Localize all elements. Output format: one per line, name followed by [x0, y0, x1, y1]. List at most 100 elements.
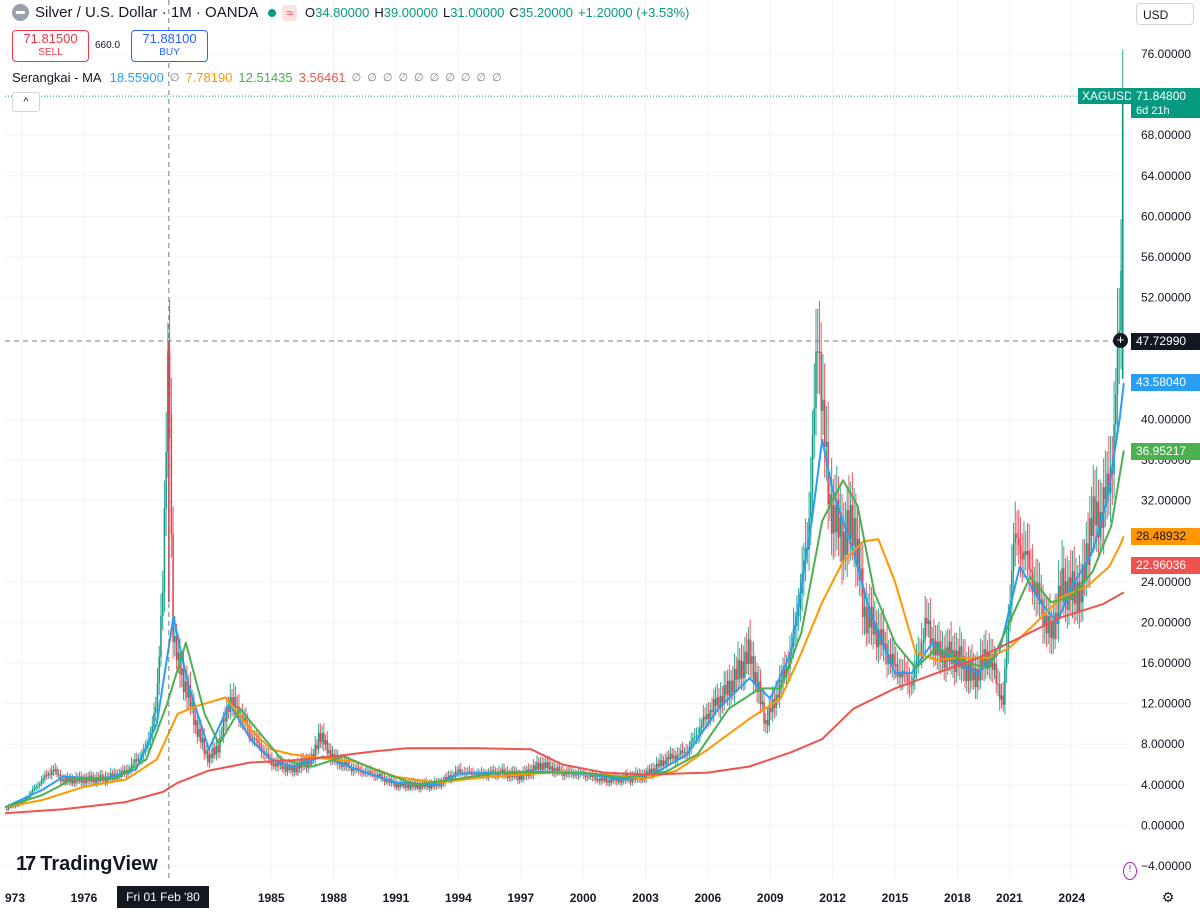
candle-body	[998, 683, 1001, 700]
candle-body	[667, 756, 670, 760]
sell-button[interactable]: 71.81500 SELL	[12, 30, 89, 62]
candle-body	[352, 769, 355, 772]
candle-body	[37, 785, 39, 787]
candle-body	[683, 752, 686, 754]
candle-body	[250, 734, 252, 738]
candle-body	[420, 783, 422, 790]
alert-icon[interactable]: !	[1123, 862, 1137, 880]
ma-value-1: 18.55900	[109, 70, 164, 85]
candle-body	[605, 778, 608, 783]
time-axis[interactable]: 973 1976 1985 1988 1991 1994 1997 2000 2003 2006 2…	[5, 891, 1085, 905]
candle-body	[54, 769, 57, 772]
wave-badge-icon[interactable]: ≈	[282, 4, 297, 21]
buy-button[interactable]: 71.88100 BUY	[131, 30, 208, 62]
candle-body	[290, 764, 292, 771]
candle-body	[718, 697, 720, 709]
candle-body	[754, 672, 757, 685]
candle-body	[498, 771, 500, 777]
chevron-up-icon[interactable]: ^	[12, 92, 40, 112]
candle-body	[1114, 394, 1117, 425]
candle-body	[551, 766, 554, 774]
candle-body	[407, 784, 410, 789]
ohlc-value: 31.00000	[450, 5, 505, 20]
candle-body	[799, 592, 802, 609]
candle-body	[532, 765, 535, 775]
candle-body	[231, 697, 233, 706]
candle-body	[676, 754, 679, 760]
candle-body	[737, 659, 739, 680]
candle-body	[546, 762, 549, 768]
candle-body	[654, 768, 656, 773]
price-axis-label: 60.00000	[1141, 209, 1191, 223]
time-axis-label: 973	[5, 891, 25, 905]
spread-value: 660.0	[95, 40, 121, 51]
candle-body	[1009, 605, 1011, 621]
candle-body	[189, 685, 192, 707]
candle-body	[939, 641, 942, 663]
add-alert-plus-icon[interactable]: +	[1113, 333, 1128, 348]
candle-body	[44, 775, 46, 779]
candle-body	[186, 681, 188, 698]
candle-body	[898, 673, 900, 677]
null-value: ∅	[351, 72, 362, 84]
price-axis-label: 4.00000	[1141, 778, 1185, 792]
time-axis-label: 2003	[632, 891, 659, 905]
candle-body	[63, 779, 65, 783]
candle-body	[875, 622, 878, 648]
bar-countdown: 6d 21h	[1136, 105, 1170, 117]
candle-body	[868, 607, 871, 628]
candle-body	[1005, 649, 1008, 669]
candle-body	[853, 518, 855, 546]
candle-body	[248, 726, 251, 735]
market-open-icon	[268, 8, 277, 17]
candle-body	[612, 777, 615, 781]
candle-body	[458, 769, 460, 773]
candle-body	[1116, 340, 1119, 395]
candle-body	[286, 765, 289, 772]
candle-body	[1031, 572, 1034, 593]
candle-body	[212, 747, 214, 758]
currency-selector[interactable]: USD	[1136, 3, 1194, 25]
price-axis-label: 76.00000	[1141, 47, 1191, 61]
candle-body	[1021, 553, 1024, 560]
candle-body	[83, 778, 86, 784]
candle-body	[511, 771, 514, 778]
candle-body	[1076, 582, 1079, 613]
candle-body	[877, 629, 880, 648]
candle-body	[544, 762, 547, 768]
candle-body	[220, 736, 223, 738]
price-axis[interactable]: 76.00000 68.00000 64.00000 60.00000 56.00000…	[1141, 47, 1192, 873]
time-axis-label: 1988	[320, 891, 347, 905]
price-axis-label: 16.00000	[1141, 656, 1191, 670]
candle-body	[917, 652, 920, 661]
candle-body	[830, 494, 833, 534]
candle-body	[397, 784, 400, 788]
candle-body	[1080, 581, 1082, 603]
candle-body	[274, 763, 277, 767]
candle-body	[979, 656, 982, 681]
gear-icon[interactable]: ⚙	[1161, 889, 1175, 905]
chart-series	[4, 49, 1125, 815]
ma-legend[interactable]: Serangkai - MA 18.55900 ∅ 7.78190 12.514…	[12, 70, 508, 85]
candle-body	[744, 651, 746, 678]
candle-body	[324, 740, 327, 745]
candle-body	[837, 499, 840, 538]
candle-body	[174, 636, 176, 643]
tradingview-logo[interactable]: 17 TradingView	[16, 853, 158, 876]
candle-body	[818, 351, 821, 353]
candle-body	[558, 767, 561, 773]
ma-legend-label[interactable]: Serangkai - MA	[12, 70, 102, 85]
symbol-title[interactable]: Silver / U.S. Dollar · 1M · OANDA	[35, 4, 259, 21]
candle-body	[122, 770, 124, 774]
price-axis-label: 56.00000	[1141, 250, 1191, 264]
candle-body	[662, 760, 665, 767]
null-value: ∅	[367, 72, 377, 84]
candle-body	[964, 656, 966, 681]
symbol-legend[interactable]: Silver / U.S. Dollar · 1M · OANDA ≈ O34.…	[12, 4, 694, 21]
candle-body	[797, 608, 800, 617]
candle-body	[9, 807, 11, 809]
candle-body	[234, 697, 237, 709]
candle-body	[834, 505, 836, 533]
candle-body	[279, 762, 282, 766]
